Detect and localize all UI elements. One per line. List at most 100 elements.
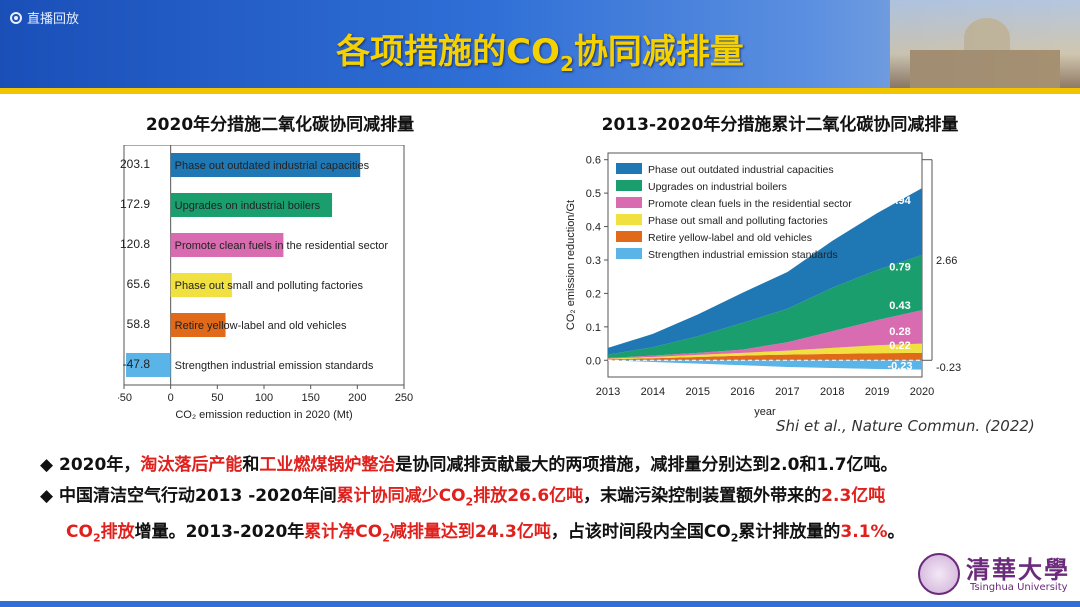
bullet-list: ◆ 2020年，淘汰落后产能和工业燃煤锅炉整治是协同减排贡献最大的两项措施，减排… [40,450,1050,554]
b2-p5: 。 [887,522,905,543]
bar-category-label: Phase out small and polluting factories [175,280,364,292]
bullet-2-cont: CO2排放增量。2013-2020年累计净CO2减排量达到24.3亿吨，占该时间… [40,517,1050,553]
b2-r1sub: 2 [465,495,474,509]
building-body [910,50,1060,90]
bar-value-label: 58.8 [126,317,150,331]
b2-p4sub: 2 [730,531,739,545]
area-series [608,254,922,358]
x-tick-label: 2018 [820,386,844,398]
title-pre: 各项措施的CO [336,32,560,72]
y-tick-label: 0.2 [586,288,601,300]
b2-r3: CO [66,522,93,543]
b2-p1: 中国清洁空气行动2013 -2020年间 [59,486,337,506]
b2-r5: 3.1% [840,522,888,543]
legend-label: Phase out small and polluting factories [648,215,828,227]
building-photo [890,0,1080,90]
x-tick-label: 100 [255,392,273,404]
x-tick-label: 2013 [596,386,620,398]
y-tick-label: 0.0 [586,355,601,367]
page-title: 各项措施的CO2协同减排量 [0,24,1080,76]
legend-label: Phase out outdated industrial capacities [648,164,834,176]
bar-category-label: Retire yellow-label and old vehicles [175,320,347,332]
bar-plot-frame [123,145,405,386]
x-tick-label: 0 [168,392,174,404]
bar [126,353,171,377]
b2-r3b: 排放 [100,522,135,543]
legend-swatch [616,214,642,225]
segment-value-label: 0.94 [889,195,911,207]
segment-value-label: 0.22 [889,340,910,352]
bar-value-label: 65.6 [126,277,150,291]
bar [170,193,333,217]
b2-r4sub: 2 [382,531,390,545]
b1-p2: 和 [242,455,260,475]
y-tick-label: 0.6 [586,155,601,167]
b2-r1b: 排放26.6亿吨 [473,486,584,506]
b2-p3: 增量。2013-2020年 [134,522,305,543]
left-chart-title: 2020年分措施二氧化碳协同减排量 [145,115,415,135]
legend-swatch [616,248,642,259]
bar-category-label: Promote clean fuels in the residential s… [175,240,389,252]
live-replay-button[interactable]: 直播回放 [10,8,79,27]
tsinghua-seal-icon [918,553,960,595]
area-series [608,352,922,361]
area-series [608,310,922,359]
bar-value-label: 172.9 [119,197,150,211]
bracket-total-label: 2.66 [936,255,957,267]
bar [170,233,284,257]
x-axis-label: CO₂ emission reduction in 2020 (Mt) [175,409,352,421]
legend-swatch [616,180,642,191]
bar [170,313,226,337]
bar-category-label: Strengthen industrial emission standards [175,360,374,372]
bullet-1: ◆ 2020年，淘汰落后产能和工业燃煤锅炉整治是协同减排贡献最大的两项措施，减排… [40,450,1050,481]
y-tick-label: 0.3 [586,255,601,267]
legend-swatch [616,163,642,174]
legend-label: Strengthen industrial emission standards [648,249,838,261]
b2-r3sub: 2 [92,531,101,545]
x-axis-label: year [754,406,776,418]
bar-value-label: -47.8 [122,357,150,371]
segment-value-label: -0.23 [887,360,912,372]
logo-cn: 清華大學 [966,555,1070,584]
legend-label: Retire yellow-label and old vehicles [648,232,812,244]
diamond-icon: ◆ [40,455,54,475]
b1-p3: 是协同减排贡献最大的两项措施，减排量分别达到2.0和1.7亿吨。 [395,455,898,475]
x-tick-label: 2017 [775,386,799,398]
bar [170,273,232,297]
citation: Shi et al., Nature Commun. (2022) [776,417,1035,435]
x-tick-label: 2020 [910,386,934,398]
legend-label: Upgrades on industrial boilers [648,181,787,193]
area-series [608,343,922,360]
right-chart-title: 2013-2020年分措施累计二氧化碳协同减排量 [601,115,959,135]
bar-category-label: Phase out outdated industrial capacities [175,160,370,172]
bracket-neg-label: -0.23 [936,362,961,374]
live-icon [10,11,22,24]
bar-value-label: 203.1 [119,157,150,171]
x-tick-label: 2015 [685,386,709,398]
b2-r2: 2.3亿吨 [821,486,886,506]
y-tick-label: 0.4 [586,222,601,234]
legend-swatch [616,231,642,242]
b2-p2: ，末端污染控制装置额外带来的 [583,486,822,506]
b1-p1: 2020年， [59,455,141,475]
segment-value-label: 0.28 [889,326,910,338]
x-tick-label: 2019 [865,386,889,398]
bullet-2: ◆ 中国清洁空气行动2013 -2020年间累计协同减少CO2排放26.6亿吨，… [40,481,1050,517]
x-tick-label: 150 [301,392,319,404]
bar [170,153,361,177]
y-tick-label: 0.5 [586,188,601,200]
y-axis-label: CO₂ emission reduction/Gt [565,200,577,330]
b2-r4: 累计净CO [304,522,383,543]
b1-r2: 工业燃煤锅炉整治 [259,455,396,475]
segment-value-label: 0.43 [889,300,910,312]
title-post: 协同减排量 [573,32,744,72]
logo-en: Tsinghua University [970,582,1068,593]
bottom-bar [0,601,1080,607]
title-sub: 2 [559,51,574,76]
b2-r1: 累计协同减少CO [336,486,466,506]
legend-label: Promote clean fuels in the residential s… [648,198,852,210]
b2-p4: ，占该时间段内全国CO [550,522,731,543]
area-series [608,188,922,355]
header-stripe [0,88,1080,94]
area-series [608,360,922,370]
